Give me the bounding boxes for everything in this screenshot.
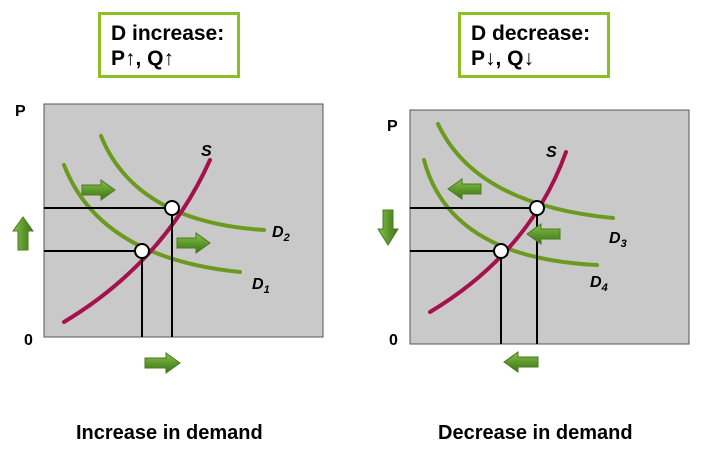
demand-curve-d1: [62, 163, 242, 274]
shift-left-arrow: [526, 223, 561, 245]
shift-left-arrow: [447, 178, 482, 200]
quantity-right-arrow: [144, 352, 181, 374]
supply-curve: [428, 150, 568, 314]
shift-right-arrow: [176, 232, 211, 254]
origin-label: 0: [389, 332, 398, 349]
equilibrium-point: [134, 243, 150, 259]
caption-increase: Increase in demand: [76, 422, 263, 444]
caption-decrease: Decrease in demand: [438, 422, 633, 444]
supply-label: S: [201, 143, 212, 160]
supply-label: S: [546, 144, 557, 161]
callout-effect: P↓, Q↓: [471, 47, 535, 70]
quantity-left-arrow: [503, 351, 539, 373]
price-down-arrow: [377, 209, 399, 246]
demand-curve-d3: [436, 122, 615, 220]
plot-area: [409, 109, 690, 345]
callout-title: D decrease:: [471, 22, 591, 45]
demand-curve-d2: [99, 134, 266, 232]
demand-label-d1: D1: [252, 276, 270, 296]
callout-effect: P↑, Q↑: [111, 47, 175, 70]
y-axis-label: P: [15, 103, 26, 120]
shift-right-arrow: [81, 179, 116, 201]
demand-label-d2: D2: [272, 224, 290, 244]
equilibrium-point: [164, 200, 180, 216]
equilibrium-point: [529, 200, 545, 216]
origin-label: 0: [24, 332, 33, 349]
callout-demand-decrease: D decrease: P↓, Q↓: [458, 12, 610, 78]
demand-label-d4: D4: [590, 274, 608, 294]
supply-curve: [62, 158, 212, 324]
demand-curve-d4: [422, 158, 599, 267]
panel-decrease: P 0 S D3 D4: [377, 109, 690, 373]
price-up-arrow: [12, 216, 34, 251]
demand-label-d3: D3: [609, 230, 627, 250]
callout-title: D increase:: [111, 22, 225, 45]
equilibrium-point: [493, 243, 509, 259]
callout-demand-increase: D increase: P↑, Q↑: [98, 12, 240, 78]
plot-area: [43, 103, 324, 338]
y-axis-label: P: [387, 118, 398, 135]
panel-increase: P 0 S D2 D1: [12, 103, 324, 374]
